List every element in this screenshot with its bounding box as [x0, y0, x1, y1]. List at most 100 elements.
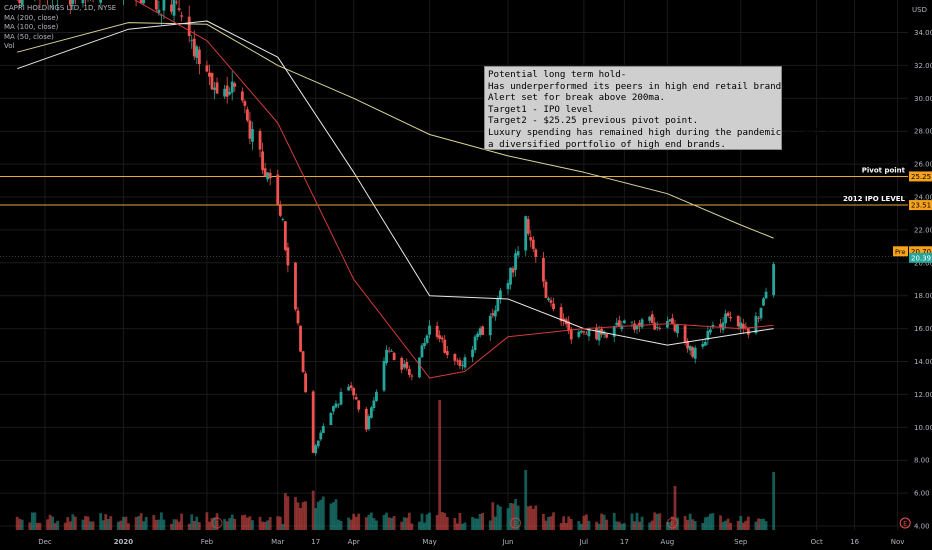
candle-body — [579, 330, 583, 333]
candle-body — [461, 365, 464, 367]
candle-body — [757, 318, 760, 320]
x-tick-label: Mar — [271, 538, 284, 546]
candle-body — [304, 373, 307, 393]
candle-body — [440, 337, 444, 340]
horizontal-levels: Pivot point 2012 IPO LEVEL — [0, 166, 908, 257]
candle-body — [443, 339, 447, 353]
candle-body — [493, 310, 497, 317]
volume-bar — [617, 521, 621, 530]
pre-label-badge — [893, 246, 908, 257]
legend-ma200[interactable]: MA (200, close) — [4, 13, 59, 22]
volume-bar — [369, 512, 373, 530]
volume-bar — [587, 520, 591, 530]
x-tick-label: 17 — [620, 538, 629, 546]
candle-body — [691, 347, 695, 357]
y-tick-label: 16.00 — [914, 325, 932, 333]
candle-body — [711, 324, 715, 328]
earnings-marker-letter: E — [215, 520, 219, 528]
candle-body — [18, 0, 22, 3]
legend-volume[interactable]: Vol — [4, 42, 15, 50]
candle-body — [569, 329, 573, 340]
candle-body — [208, 72, 211, 77]
price-axis[interactable]: 4.00 6.00 8.00 10.00 12.00 14.00 16.00 18.00 20.… — [914, 29, 932, 531]
y-tick-label: 4.00 — [914, 523, 930, 531]
volume-bar — [703, 517, 707, 530]
candle-body — [334, 403, 338, 408]
volume-bar — [653, 512, 657, 530]
earnings-marker-icon[interactable] — [666, 517, 678, 529]
candle-body — [655, 327, 659, 328]
volume-bar — [228, 518, 232, 530]
volume-bar — [51, 516, 54, 530]
candle-body — [349, 385, 353, 388]
volume-bar — [33, 512, 37, 530]
candle-body — [445, 351, 449, 355]
candle-body — [337, 404, 340, 406]
time-axis[interactable]: Dec 2020 Feb Mar 17 Apr May Jun Jul 17 Aug Sep Oct 16… — [38, 538, 904, 546]
earnings-marker-icon[interactable] — [510, 517, 522, 529]
candle-body — [726, 312, 730, 316]
volume-bar — [691, 519, 695, 530]
candle-body — [665, 321, 669, 328]
volume-bar — [499, 506, 502, 530]
y-tick-label: 30.00 — [914, 95, 932, 103]
volume-bar — [762, 518, 765, 530]
candle-body — [506, 283, 510, 290]
candle-body — [549, 300, 553, 303]
volume-bar — [509, 503, 512, 530]
annotation-note[interactable]: Potential long term hold- Has underperfo… — [484, 66, 842, 150]
volume-bar — [602, 514, 606, 530]
volume-bar — [559, 523, 563, 530]
candle-body — [139, 0, 143, 4]
volume-bar — [390, 517, 394, 530]
earnings-marker-icon[interactable] — [211, 517, 223, 529]
candle-body — [544, 281, 548, 298]
volume-bar — [736, 520, 740, 530]
candle-body — [352, 387, 356, 396]
volume-bar — [438, 400, 442, 530]
y-tick-label: 18.00 — [914, 292, 932, 300]
volume-bar — [516, 505, 520, 530]
candle-body — [402, 364, 406, 368]
volume-bar — [99, 513, 103, 530]
volume-bar — [225, 521, 229, 530]
volume-bar — [339, 521, 343, 530]
candle-body — [630, 321, 634, 323]
volume-bar — [337, 519, 340, 530]
volume-bar — [640, 516, 644, 530]
volume-bar — [372, 518, 376, 530]
candle-body — [329, 412, 333, 426]
volume-bar — [478, 513, 482, 530]
volume-bar — [116, 521, 120, 530]
volume-bar — [534, 505, 538, 530]
volume-bar — [304, 501, 307, 530]
note-line: a diversified portfolio of high end bran… — [488, 138, 726, 150]
volume-bar — [673, 486, 677, 530]
candle-body — [311, 391, 315, 453]
earnings-marker-icon[interactable] — [899, 517, 911, 529]
volume-bar — [564, 522, 568, 530]
volume-bar — [357, 513, 361, 530]
volume-bar — [137, 516, 141, 530]
candle-body — [683, 325, 687, 343]
candle-body — [248, 120, 252, 139]
volume-bar — [124, 516, 128, 530]
candle-body — [499, 290, 502, 299]
volume-bar — [440, 512, 444, 530]
candle-body — [162, 0, 166, 11]
legend-symbol[interactable]: CAPRI HOLDINGS LTD, 1D, NYSE — [4, 4, 117, 12]
volume-bar — [562, 516, 566, 530]
candle-body — [471, 349, 474, 358]
candle-body — [387, 350, 391, 352]
candle-body — [658, 328, 662, 329]
legend-ma100[interactable]: MA (100, close) — [4, 23, 59, 31]
candle-body — [170, 4, 173, 12]
volume-bar — [321, 496, 325, 530]
legend-ma50[interactable]: MA (50, close) — [4, 32, 54, 41]
candle-body — [294, 262, 297, 310]
volume-bar — [332, 502, 335, 530]
volume-bar — [744, 520, 748, 530]
volume-bar — [63, 522, 67, 530]
